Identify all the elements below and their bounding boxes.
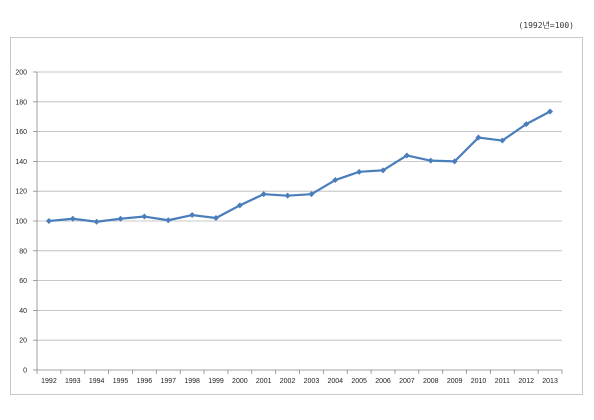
x-tick-label: 1996 [137,378,153,385]
y-tick-label: 100 [15,219,27,226]
data-point [308,191,315,198]
x-tick-label: 1993 [65,378,81,385]
data-point [236,202,243,209]
x-tick-label: 2012 [518,378,534,385]
data-point [117,215,124,222]
y-tick-label: 20 [19,338,27,345]
data-point [45,218,52,224]
data-point [403,152,410,159]
y-tick-labels: 0 20 40 60 80 100 120 140 160 180 200 [15,70,27,375]
data-point [284,192,291,199]
data-point [356,168,363,175]
y-tick-label: 40 [19,308,27,315]
series-line [48,110,551,223]
x-tick-label: 1998 [184,378,200,385]
y-tick-label: 60 [19,278,27,285]
x-tick-labels: 1992 1993 1994 1995 1996 1997 1998 1999 2000 2001… [41,378,558,385]
x-tick-label: 2005 [351,378,367,385]
y-tick-label: 180 [15,99,27,106]
data-point [212,215,219,222]
data-point [189,212,196,219]
y-tick-label: 0 [23,368,27,375]
x-tick-label: 2003 [304,378,320,385]
x-tick-label: 2011 [495,378,510,385]
data-point [523,121,530,128]
data-point [499,137,506,144]
x-tick-label: 1992 [41,378,57,385]
x-tick-label: 2002 [280,378,296,385]
data-point [547,108,554,115]
x-tick-label: 2009 [447,378,463,385]
base-year-note: (1992년=100) [518,21,574,30]
x-tick-label: 2006 [375,378,391,385]
data-point [475,134,482,141]
x-tick-label: 1995 [113,378,129,385]
x-tick-label: 2001 [256,378,272,385]
y-tick-label: 160 [15,129,27,136]
x-tick-label: 1994 [89,378,105,385]
data-point [380,167,387,174]
gridlines [37,71,562,341]
y-tick-label: 200 [15,70,27,77]
y-tick-label: 80 [19,248,27,255]
y-tick-label: 120 [15,189,27,196]
x-tick-label: 2004 [328,378,344,385]
axes [33,71,563,374]
y-tick-label: 140 [15,159,27,166]
x-tick-label: 2008 [423,378,439,385]
data-point [165,217,172,224]
x-tick-label: 2013 [542,378,558,385]
data-point [451,158,458,165]
x-tick-label: 2000 [232,378,248,385]
data-point [260,191,267,198]
series-layer [45,108,554,225]
x-tick-label: 2010 [471,378,487,385]
chart-frame [10,37,583,395]
data-point [69,215,76,222]
data-point [427,157,434,164]
data-point [332,177,339,184]
data-point [141,213,148,220]
x-tick-label: 2007 [399,378,415,385]
data-point [93,218,100,225]
x-tick-label: 1997 [160,378,176,385]
x-tick-label: 1999 [208,378,224,385]
